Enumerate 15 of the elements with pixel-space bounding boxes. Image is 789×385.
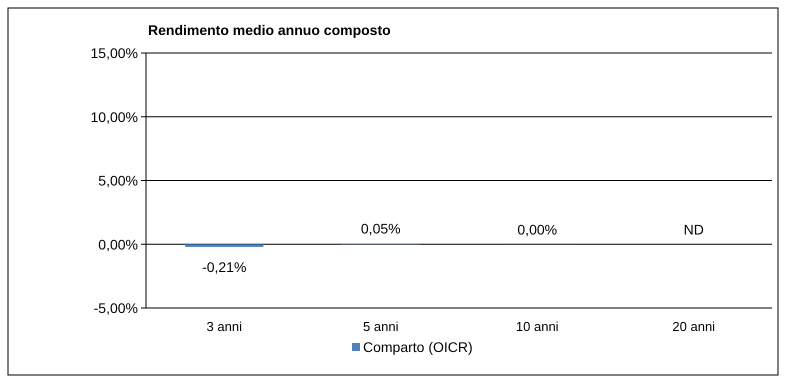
y-tick-label: 5,00%: [98, 172, 138, 188]
x-tick-label: 20 anni: [672, 319, 716, 334]
data-label: 0,00%: [517, 221, 558, 238]
y-tick-label: 0,00%: [98, 236, 138, 252]
data-label: -0,21%: [202, 258, 246, 275]
x-tick-label: 3 anni: [206, 319, 242, 334]
y-tick-label: -5,00%: [94, 300, 138, 316]
x-tick-label: 5 anni: [363, 319, 399, 334]
y-tick-label: 10,00%: [90, 108, 138, 125]
chart-title: Rendimento medio annuo composto: [148, 22, 391, 38]
text: ND: [684, 221, 704, 238]
y-tick-label: 15,00%: [90, 45, 138, 61]
x-tick-label: 10 anni: [516, 319, 559, 334]
data-label: 0,05%: [360, 220, 401, 237]
legend-label: Comparto (OICR): [363, 339, 473, 355]
